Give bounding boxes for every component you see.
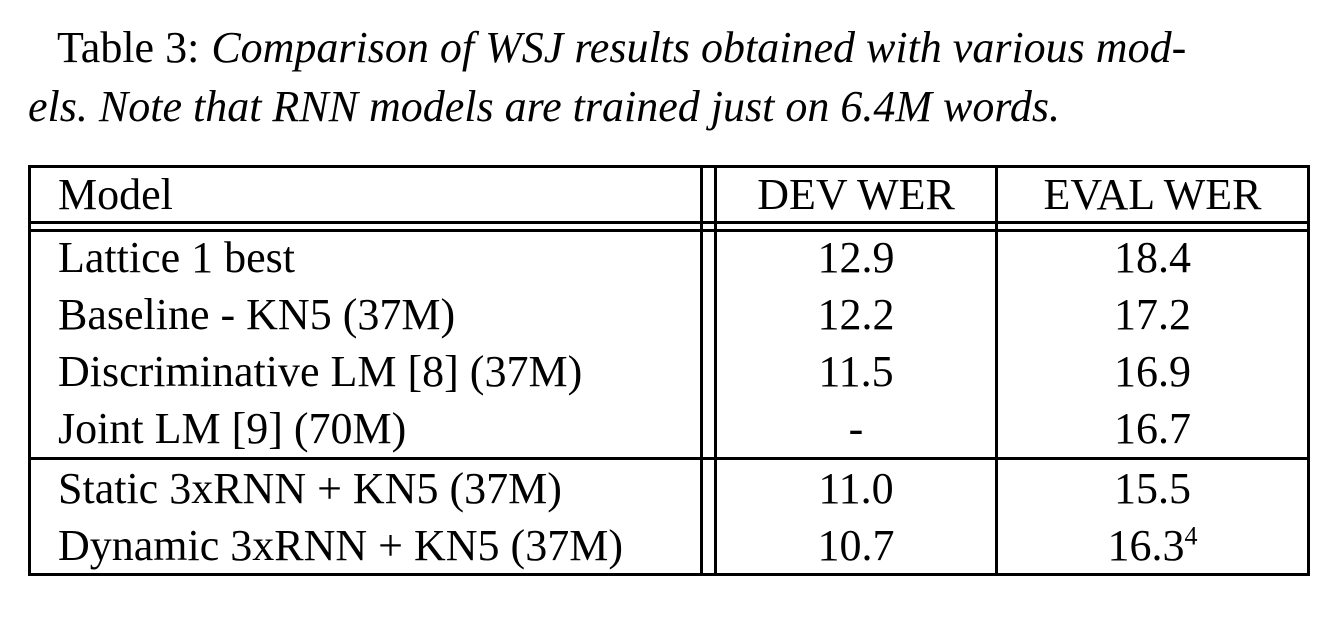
header-model: Model: [58, 170, 173, 219]
cell-eval: 17.2: [1114, 290, 1191, 339]
results-table: Model DEV WER EVAL WER Lattice 1 best 12…: [28, 165, 1310, 576]
cell-eval-with-footnote: 16.34: [998, 517, 1307, 574]
cell-dev: 12.2: [817, 290, 895, 339]
cell-dev: -: [848, 404, 864, 453]
cell-dev: 12.9: [817, 233, 895, 282]
table-rule-header-bottom: [28, 221, 1310, 224]
table-rule-right: [1307, 165, 1310, 576]
caption-label: Table 3:: [57, 23, 200, 72]
caption-line-1: Table 3: Comparison of WSJ results obtain…: [28, 18, 1320, 77]
cell-model: Joint LM [9] (70M): [58, 404, 407, 453]
table-group-baselines: Lattice 1 best 12.9 18.4 Baseline - KN5 …: [28, 229, 1310, 457]
cell-eval: 16.7: [1114, 404, 1191, 453]
table-rule-double-2: [714, 165, 717, 576]
header-eval-wer: EVAL WER: [1043, 170, 1262, 219]
table-row: Lattice 1 best 12.9 18.4: [28, 229, 1310, 286]
table-row: Joint LM [9] (70M) - 16.7: [28, 400, 1310, 457]
table-row: Dynamic 3xRNN + KN5 (37M) 10.7 16.34: [28, 517, 1310, 574]
table-caption: Table 3: Comparison of WSJ results obtain…: [28, 18, 1320, 136]
table-rule-group-divider: [28, 457, 1310, 460]
table-rule-body-top: [28, 229, 1310, 232]
footnote-marker: 4: [1184, 521, 1198, 551]
cell-model: Static 3xRNN + KN5 (37M): [58, 464, 562, 513]
table-rule-bottom: [28, 573, 1310, 576]
table-rule-column-divider: [995, 165, 998, 576]
caption-text-line1: Comparison of WSJ results obtained with …: [211, 23, 1187, 72]
table-rule-left: [28, 165, 31, 576]
table-header-row: Model DEV WER EVAL WER: [28, 168, 1310, 221]
cell-dev: 11.0: [818, 464, 894, 513]
caption-line-2: els. Note that RNN models are trained ju…: [28, 82, 1060, 131]
cell-eval: 15.5: [1114, 464, 1191, 513]
table-rule-double-1: [700, 165, 703, 576]
cell-model: Baseline - KN5 (37M): [58, 290, 456, 339]
cell-model: Dynamic 3xRNN + KN5 (37M): [58, 521, 623, 570]
cell-dev: 10.7: [817, 521, 895, 570]
table-row: Static 3xRNN + KN5 (37M) 11.0 15.5: [28, 460, 1310, 517]
cell-model: Lattice 1 best: [58, 233, 296, 282]
cell-model: Discriminative LM [8] (37M): [58, 347, 583, 396]
cell-dev: 11.5: [818, 347, 894, 396]
table-rule-top: [28, 165, 1310, 168]
table-row: Discriminative LM [8] (37M) 11.5 16.9: [28, 343, 1310, 400]
table-row: Baseline - KN5 (37M) 12.2 17.2: [28, 286, 1310, 343]
header-dev-wer: DEV WER: [757, 170, 955, 219]
table-group-rnn: Static 3xRNN + KN5 (37M) 11.0 15.5 Dynam…: [28, 460, 1310, 574]
cell-eval-value: 16.3: [1107, 521, 1185, 570]
cell-eval: 18.4: [1114, 233, 1191, 282]
cell-eval: 16.9: [1114, 347, 1191, 396]
